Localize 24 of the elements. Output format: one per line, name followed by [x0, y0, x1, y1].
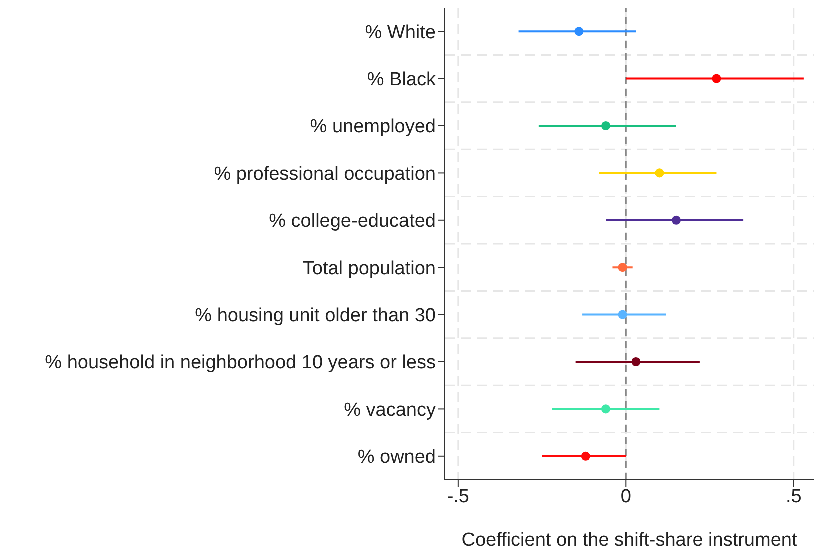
y-tick-label: % owned [358, 447, 436, 468]
point [574, 27, 584, 36]
x-tick-label: 0 [620, 486, 632, 508]
point [602, 404, 611, 414]
y-tick-label: Total population [302, 258, 436, 280]
y-tick-label: % White [365, 22, 436, 44]
y-tick-label: % household in neighborhood 10 years or less [45, 352, 436, 374]
point [618, 310, 628, 320]
point [632, 357, 641, 367]
y-tick-label: % professional occupation [214, 164, 436, 185]
point [581, 452, 590, 461]
x-tick-label: -.5 [447, 486, 470, 508]
x-axis-title: Coefficient on the shift-share instrument [462, 530, 798, 551]
x-tick-label: .5 [786, 486, 802, 508]
point [672, 216, 681, 225]
point [618, 263, 628, 272]
y-tick-label: % vacancy [344, 400, 436, 421]
point [655, 168, 664, 178]
y-tick-label: % college-educated [269, 211, 436, 232]
y-tick-label: % housing unit older than 30 [195, 306, 436, 327]
point [712, 74, 722, 84]
y-tick-label: % unemployed [310, 116, 436, 138]
point [602, 121, 611, 131]
y-tick-label: % Black [367, 70, 436, 91]
